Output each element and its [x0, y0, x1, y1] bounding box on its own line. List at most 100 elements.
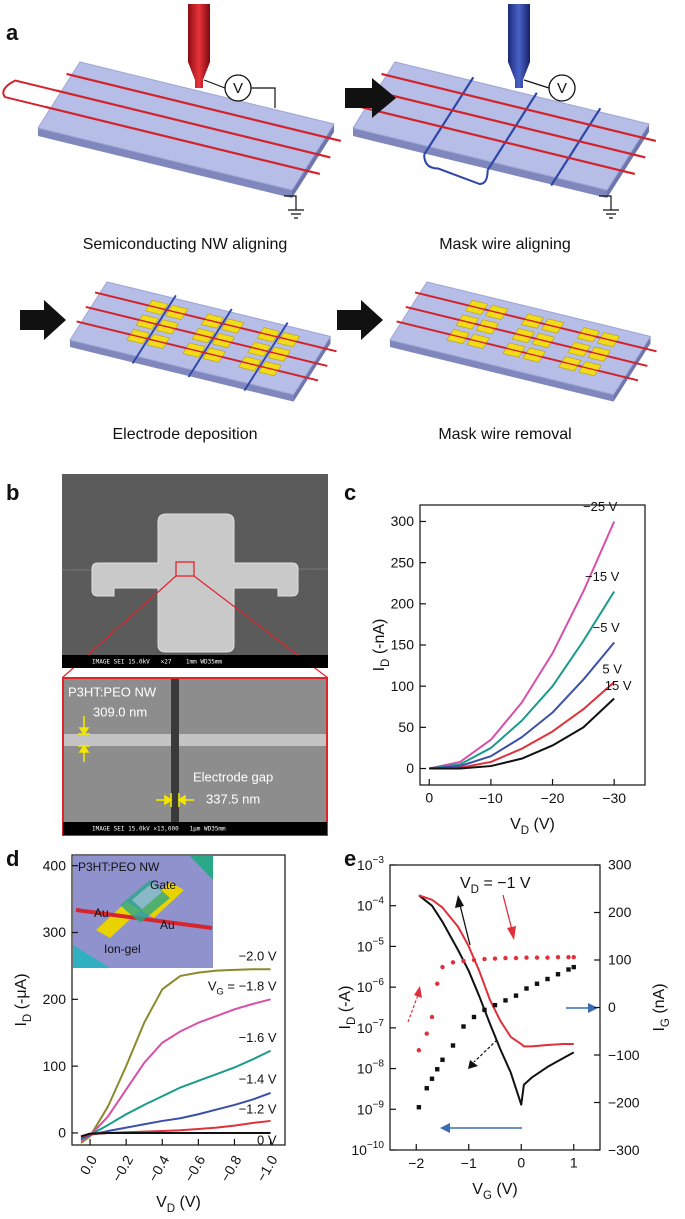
y-tick-label: 300 [43, 924, 67, 940]
point [440, 1057, 445, 1062]
series-label-part: G [216, 987, 223, 997]
plate-edge [292, 124, 334, 198]
series-line [80, 998, 271, 1142]
sem-zoom [62, 677, 328, 836]
point [524, 986, 529, 991]
needle [508, 4, 530, 62]
x-tick-label-part: −0.2 [108, 1152, 136, 1184]
y2-tick-label-part: −300 [608, 1142, 640, 1158]
wire [45, 105, 321, 175]
point [471, 1014, 477, 1020]
caption: Electrode deposition [113, 426, 258, 443]
series-line [80, 1049, 271, 1141]
y-tick-label: 400 [43, 857, 67, 873]
point [534, 955, 540, 960]
panel-label: a [6, 20, 19, 45]
x-axis-label-part: V [510, 816, 521, 833]
y-tick-label-part: 10 [357, 897, 373, 913]
wire [370, 89, 646, 159]
y2-tick-label-part: −200 [608, 1094, 640, 1110]
series-line [80, 968, 271, 1144]
annotation-part: V [460, 875, 471, 892]
x-axis-label-part: (V) [175, 1194, 201, 1211]
wire [203, 79, 226, 89]
sem-label: 337.5 nm [206, 791, 260, 806]
inset-label: P3HT:PEO NW [78, 860, 160, 874]
point [555, 972, 561, 977]
series-label: −2.0 V [239, 949, 277, 964]
x-tick-label: 0 [517, 1155, 525, 1171]
sem-label: P3HT:PEO NW [68, 684, 157, 699]
y-axis-label-part: (-A) [337, 986, 354, 1017]
dimension-arrows [78, 716, 194, 807]
electrode [91, 513, 299, 653]
y-tick-label: 10−3 [357, 855, 384, 873]
y-tick-label: 200 [391, 596, 415, 612]
point [416, 1105, 422, 1110]
wire [523, 79, 550, 89]
series-line [429, 697, 615, 770]
x-tick-label: −20 [541, 790, 565, 806]
x-tick-label-part: −0.4 [144, 1152, 172, 1184]
gap [171, 679, 179, 822]
y-tick-label-part: −4 [373, 896, 385, 907]
x-axis-label: VD (V) [510, 816, 555, 837]
series-label: −1.4 V [239, 1071, 277, 1086]
point [566, 967, 571, 972]
y-tick-label: 0 [406, 760, 414, 776]
series-line [429, 641, 615, 770]
x-tick-label: −2 [408, 1155, 424, 1171]
wire [66, 72, 342, 142]
point [492, 956, 498, 961]
y2-tick-label: −100 [608, 1047, 640, 1063]
x-axis-label-part: G [483, 1190, 492, 1202]
panel-label: d [6, 846, 19, 871]
y-tick-label-part: 10 [357, 938, 373, 954]
x-axis-label: VG (V) [472, 1181, 517, 1202]
y2-tick-label: 0 [608, 999, 616, 1015]
y-tick-label-part: −8 [373, 1059, 385, 1070]
x-axis-label-part: V [156, 1194, 167, 1211]
y2-tick-label: 300 [608, 857, 632, 873]
y-tick-label: 100 [391, 678, 415, 694]
point [424, 1086, 429, 1091]
x-axis-label: VD (V) [156, 1194, 201, 1215]
info-text: IMAGE SEI 15.0kV ×27 1mm WD35mm [92, 659, 222, 666]
y-tick-label: 200 [43, 991, 67, 1007]
y-tick-label: 10−4 [357, 896, 384, 914]
x-tick-label: −10 [479, 790, 503, 806]
point [482, 956, 487, 962]
y-axis-label-part: D [380, 659, 392, 667]
y-axis-label-part: I [337, 1025, 354, 1029]
caption: Mask wire aligning [439, 236, 571, 253]
y-tick-label-part: 10 [351, 1142, 367, 1158]
point [503, 955, 508, 961]
arrow [20, 300, 66, 340]
series-line [80, 1091, 271, 1140]
wire [550, 107, 602, 187]
y-tick-label-part: −6 [373, 977, 385, 988]
y-tick-label-part: 10 [357, 1101, 373, 1117]
x-tick-label: −0.6 [180, 1152, 208, 1184]
y2-tick-label: 100 [608, 952, 632, 968]
x-tick-label: 1 [570, 1155, 578, 1171]
y-tick-label-part: −3 [373, 855, 385, 866]
info-bar [63, 822, 327, 835]
x-tick-label: −1.0 [253, 1152, 281, 1184]
series-label: −5 V [593, 620, 620, 635]
arrow [337, 300, 383, 340]
x-tick-label: −0.4 [144, 1152, 172, 1184]
y-tick-label: 250 [391, 554, 415, 570]
series-label-part: V [208, 979, 217, 994]
electrode [190, 856, 213, 880]
point [471, 957, 477, 963]
y-tick-label: 50 [398, 719, 414, 735]
y2-axis-label: IG (nA) [651, 983, 672, 1031]
inset-label: Ion-gel [104, 942, 141, 956]
y-tick-label: 300 [391, 513, 415, 529]
ground [599, 195, 619, 219]
x-tick-label-part: −20 [541, 790, 565, 806]
x-tick-label-part: −2 [408, 1155, 424, 1171]
needle [188, 4, 210, 62]
